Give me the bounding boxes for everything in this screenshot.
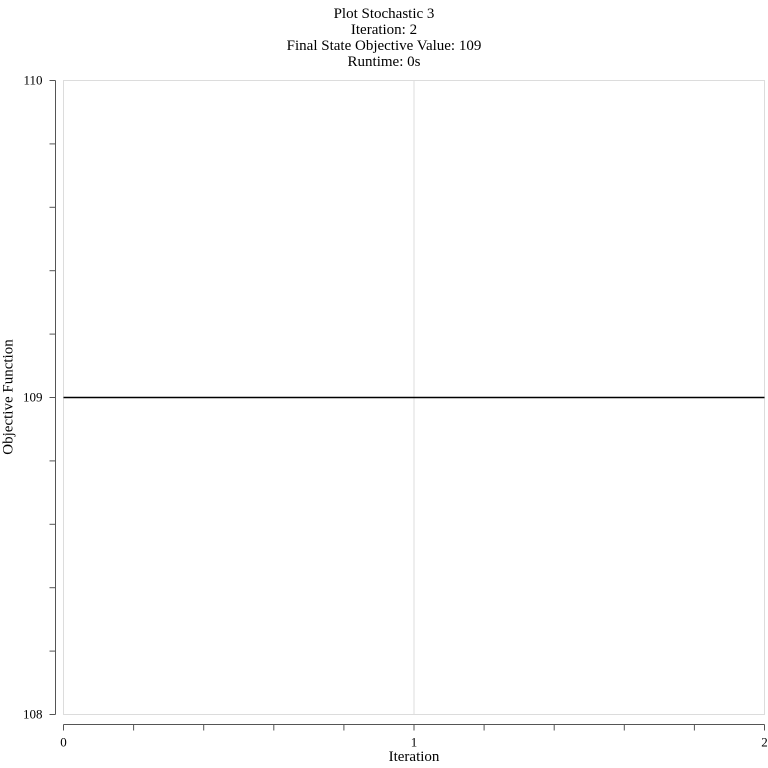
- title-line-runtime: Runtime: 0s: [347, 54, 421, 70]
- x-axis-label: Iteration: [388, 749, 440, 765]
- title-line-iteration: Iteration: 2: [350, 22, 418, 38]
- chart-title: Plot Stochastic 3 Iteration: 2 Final Sta…: [0, 6, 768, 70]
- x-tick-label-2: 2: [761, 735, 768, 750]
- y-tick-label-0: 108: [23, 707, 43, 722]
- title-line-plot-name: Plot Stochastic 3: [333, 6, 435, 22]
- y-axis-label: Objective Function: [0, 339, 17, 455]
- x-tick-label-0: 0: [60, 735, 67, 750]
- title-line-final-value: Final State Objective Value: 109: [286, 38, 482, 54]
- y-tick-label-1: 109: [23, 390, 43, 405]
- x-tick-label-1: 1: [411, 735, 418, 750]
- y-tick-label-2: 110: [23, 73, 42, 88]
